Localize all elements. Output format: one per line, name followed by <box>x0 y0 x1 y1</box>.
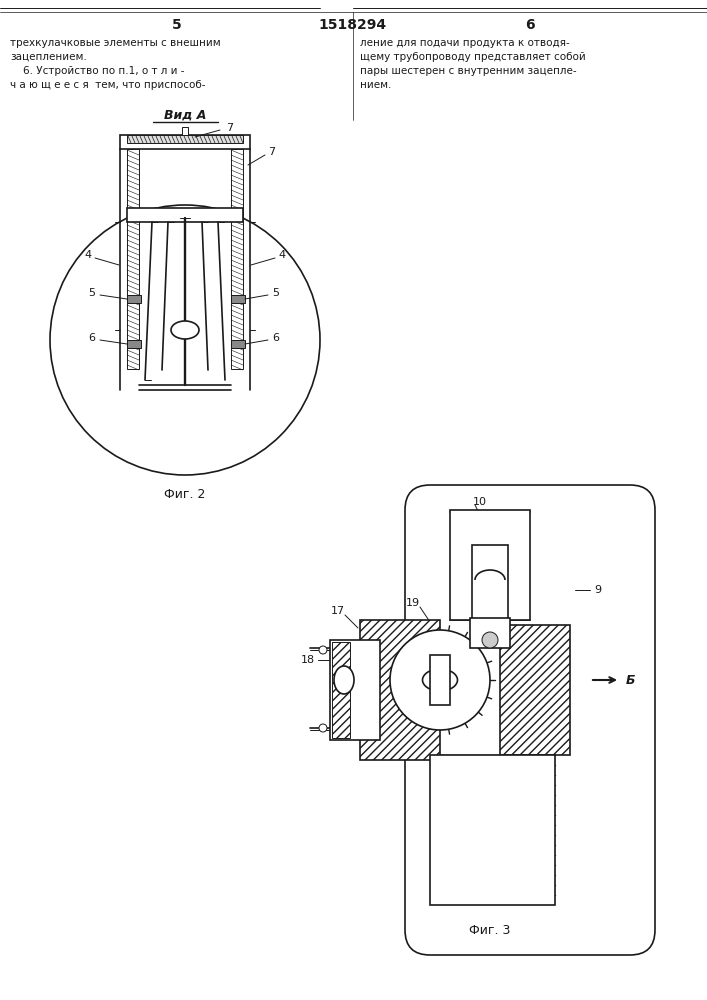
Bar <box>330 640 380 740</box>
Text: Фиг. 2: Фиг. 2 <box>164 488 206 502</box>
Ellipse shape <box>423 669 457 691</box>
Bar <box>127 340 141 348</box>
Text: 7: 7 <box>226 123 233 133</box>
Bar <box>127 208 243 222</box>
Text: ление для подачи продукта к отводя-
щему трубопроводу представляет собой
пары ше: ление для подачи продукта к отводя- щему… <box>360 38 586 90</box>
Text: 6: 6 <box>525 18 534 32</box>
Text: 18: 18 <box>301 655 315 665</box>
Text: 5: 5 <box>172 18 182 32</box>
Text: 4: 4 <box>279 250 286 260</box>
Text: 10: 10 <box>473 497 487 507</box>
Text: 1518294: 1518294 <box>319 18 387 32</box>
Text: 9: 9 <box>595 585 602 595</box>
Text: Б: Б <box>625 674 635 686</box>
Bar <box>231 295 245 303</box>
FancyBboxPatch shape <box>405 485 655 955</box>
Text: 4: 4 <box>84 250 92 260</box>
Bar <box>231 149 243 369</box>
Text: Фиг. 3: Фиг. 3 <box>469 924 510 936</box>
Bar <box>120 135 250 149</box>
Text: 19: 19 <box>406 598 420 608</box>
Bar <box>332 642 350 738</box>
Bar <box>430 655 450 705</box>
Text: трехкулачковые элементы с внешним
зацеплением.
    6. Устройство по п.1, о т л и: трехкулачковые элементы с внешним зацепл… <box>10 38 221 90</box>
Ellipse shape <box>171 321 199 339</box>
Text: 17: 17 <box>331 606 345 616</box>
Text: 6: 6 <box>88 333 95 343</box>
Bar <box>450 510 530 620</box>
Bar <box>500 625 570 755</box>
Bar <box>430 755 555 905</box>
Bar <box>182 127 188 135</box>
Bar <box>231 340 245 348</box>
Circle shape <box>390 630 490 730</box>
Circle shape <box>319 724 327 732</box>
Bar <box>127 295 141 303</box>
Circle shape <box>319 646 327 654</box>
Bar <box>127 135 243 143</box>
Ellipse shape <box>334 666 354 694</box>
Circle shape <box>482 632 498 648</box>
Text: 5: 5 <box>88 288 95 298</box>
Text: 5: 5 <box>272 288 279 298</box>
Circle shape <box>50 205 320 475</box>
Bar <box>360 620 440 760</box>
Text: 7: 7 <box>269 147 276 157</box>
Text: 6: 6 <box>272 333 279 343</box>
Bar <box>127 149 139 369</box>
Text: Вид А: Вид А <box>164 108 206 121</box>
Bar <box>472 545 508 620</box>
Bar <box>470 618 510 648</box>
